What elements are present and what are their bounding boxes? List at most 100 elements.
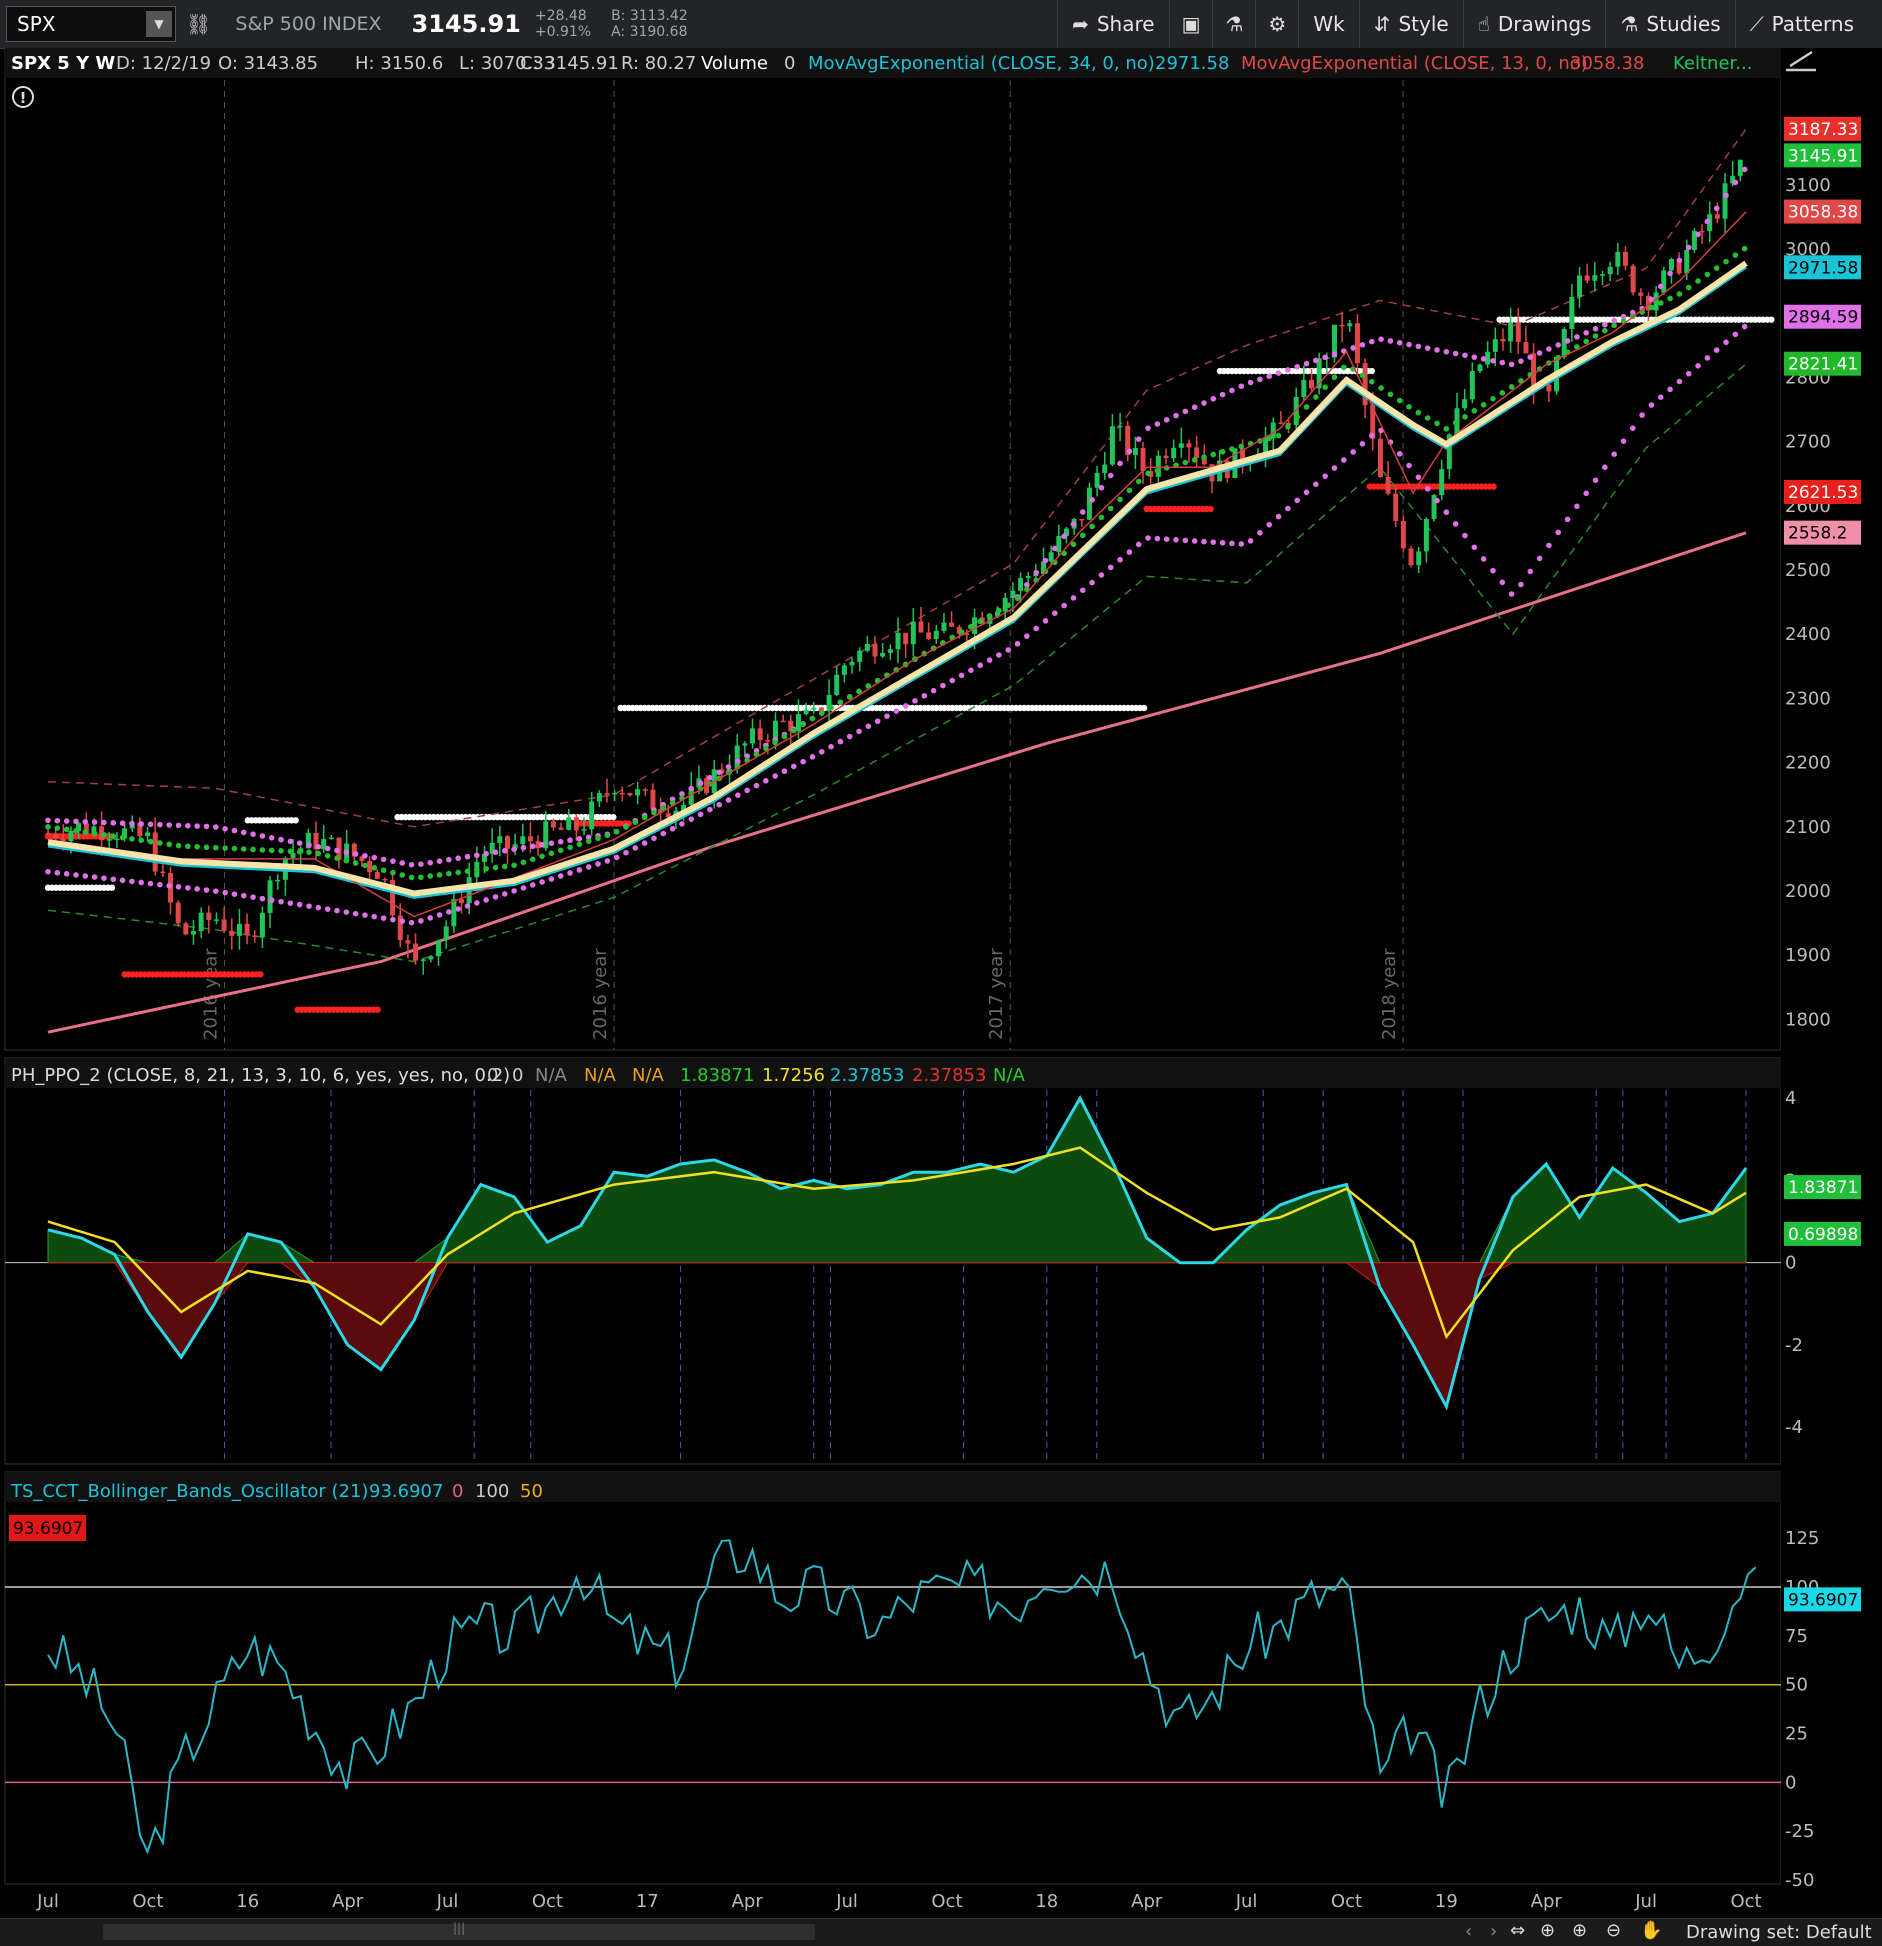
green-dotted-ma (287, 848, 294, 855)
upper-band-dot (1424, 345, 1431, 351)
candle-body (390, 880, 396, 916)
lower-band-dot (45, 868, 51, 875)
green-dotted-ma (362, 862, 368, 869)
green-dotted-ma (1079, 532, 1086, 539)
scroll-right-icon[interactable]: › (1490, 1921, 1498, 1942)
green-dotted-ma (1098, 514, 1105, 521)
lower-band-dot (436, 912, 443, 918)
green-dotted-ma (418, 874, 424, 881)
candle-body (1431, 495, 1437, 519)
candle-body (1577, 275, 1583, 297)
zoom-out-icon[interactable]: ⊖ (1606, 1920, 1622, 1941)
price-level-dot (108, 884, 116, 891)
green-dotted-ma (501, 863, 508, 870)
upper-band-dot (352, 851, 359, 857)
green-dotted-ma (1574, 344, 1580, 350)
volume-label[interactable]: Volume (701, 53, 768, 74)
patterns-menu[interactable]: ⟋ Patterns (1734, 0, 1868, 48)
period-selector[interactable]: Wk (1298, 0, 1358, 48)
lab-button[interactable]: ⚗ (1212, 0, 1255, 48)
ppo-v3: N/A (535, 1065, 568, 1086)
upper-band-dot (101, 819, 107, 826)
price-badge: 2971.58 (1784, 255, 1861, 280)
ppo-v8: 2.37853 (830, 1065, 904, 1086)
ppo-label[interactable]: PH_PPO_2 (CLOSE, 8, 21, 13, 3, 10, 6, ye… (11, 1065, 510, 1086)
bbo-panel[interactable] (4, 1471, 1782, 1885)
lower-band-dot (1350, 449, 1356, 455)
studies-menu[interactable]: ⚗ Studies (1605, 0, 1734, 48)
x-axis-label: Apr (1531, 1891, 1563, 1912)
alert-icon[interactable]: ! (12, 86, 34, 108)
candle-body (1439, 469, 1445, 496)
scroll-left-icon[interactable]: ‹ (1465, 1921, 1473, 1942)
svg-text:2558.2: 2558.2 (1788, 524, 1847, 544)
symbol-selector[interactable]: SPX ▼ (6, 6, 176, 42)
upper-band-dot (418, 861, 424, 868)
ppo-axis-tick: 4 (1785, 1088, 1796, 1109)
candle-body (504, 836, 510, 849)
candle-body (1079, 518, 1085, 521)
expand-icon[interactable]: ⇔ (1510, 1920, 1526, 1941)
svg-text:!: ! (20, 89, 27, 107)
ema13-label[interactable]: MovAvgExponential (CLOSE, 13, 0, no) (1241, 53, 1588, 74)
chart-settings-button[interactable]: ▣ (1168, 0, 1213, 48)
link-icon[interactable]: ⛓ (186, 12, 212, 36)
price-level-dot (1768, 316, 1775, 323)
price-panel[interactable] (4, 48, 1782, 1051)
header-low: L: 3070.33 (459, 53, 555, 74)
upper-band-dot (716, 769, 723, 776)
candle-body (772, 720, 778, 742)
x-axis-label: Oct (1331, 1891, 1362, 1912)
green-dotted-ma (474, 867, 480, 873)
share-button[interactable]: ➦ Share (1057, 0, 1168, 48)
price-badge: 2821.41 (1784, 351, 1861, 376)
x-axis-label: Jul (436, 1891, 459, 1912)
green-dotted-ma (399, 872, 406, 878)
green-dotted-ma (45, 823, 51, 830)
settings-button[interactable]: ⚙ (1255, 0, 1298, 48)
ema34-label[interactable]: MovAvgExponential (CLOSE, 34, 0, no) (808, 53, 1155, 74)
ppo-badge: 1.83871 (1784, 1175, 1861, 1200)
svg-text:2621.53: 2621.53 (1788, 483, 1858, 503)
horizontal-scrollbar[interactable]: ||| (103, 1921, 815, 1940)
drawings-menu[interactable]: ☝ Drawings (1462, 0, 1606, 48)
candle-body (1485, 351, 1491, 365)
candle-body (995, 611, 1001, 617)
pan-hand-icon[interactable]: ✋ (1640, 1920, 1663, 1941)
green-dotted-ma (1480, 402, 1487, 408)
lower-band-dot (1313, 481, 1319, 488)
upper-band-dot (1536, 350, 1543, 356)
bbo-label[interactable]: TS_CCT_Bollinger_Bands_Oscillator (21) (10, 1481, 368, 1502)
chart-area[interactable]: SPX 5 Y W D: 12/2/19 O: 3143.85 H: 3150.… (0, 48, 1882, 1918)
crosshair-icon[interactable]: ⊕ (1540, 1920, 1556, 1941)
green-dotted-ma (119, 834, 126, 841)
zoom-in-icon[interactable]: ⊕ (1572, 1920, 1588, 1941)
upper-band-dot (306, 842, 312, 848)
green-dotted-ma (1303, 404, 1310, 410)
style-menu[interactable]: ⇵ Style (1358, 0, 1463, 48)
lower-band-dot (399, 918, 406, 924)
chevron-down-icon[interactable]: ▼ (146, 11, 172, 37)
candle-body (918, 621, 924, 633)
price-axis-tick: 1800 (1785, 1009, 1831, 1030)
lower-band-dot (828, 743, 834, 750)
drawing-set-label[interactable]: Drawing set: Default (1686, 1922, 1872, 1943)
candle-body (612, 792, 618, 795)
lower-band-dot (884, 713, 890, 719)
x-axis-label: Jul (1634, 1891, 1657, 1912)
candle-body (1722, 183, 1728, 219)
candle-body (1370, 405, 1376, 439)
ppo-v1: 0 (487, 1065, 498, 1086)
lower-band-dot (641, 840, 648, 846)
x-axis-label: Jul (1235, 1891, 1258, 1912)
green-dotted-ma (1191, 457, 1198, 463)
green-dotted-ma (427, 873, 434, 879)
keltner-label[interactable]: Keltner... (1673, 53, 1752, 74)
green-dotted-ma (1014, 595, 1021, 602)
upper-band-dot (268, 834, 275, 841)
candle-body (1645, 295, 1651, 311)
lower-band-dot (1424, 486, 1431, 492)
drawing-tool-icon[interactable] (1786, 50, 1816, 72)
green-dotted-ma (595, 835, 601, 842)
candle-body (910, 621, 916, 645)
